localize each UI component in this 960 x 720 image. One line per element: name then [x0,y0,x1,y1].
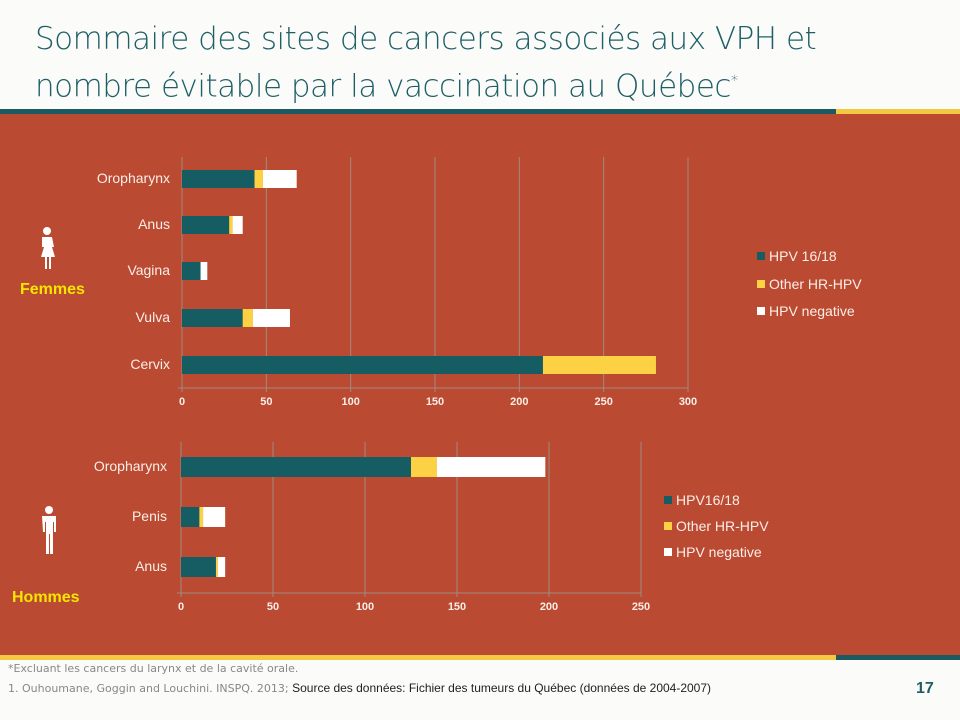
women-label: Femmes [20,281,85,298]
bar-segment [200,262,208,280]
x-tick-label: 250 [594,396,613,408]
bar-segment [232,216,243,234]
male-person-icon [42,506,56,554]
legend-label: HPV negative [676,544,762,560]
x-tick-label: 150 [425,396,445,408]
x-tick-label: 100 [341,396,360,408]
footer-divider-yellow [0,655,836,660]
x-tick-label: 100 [355,601,375,613]
legend-label: HPV 16/18 [769,248,837,264]
x-tick-label: 150 [447,601,467,613]
legend-swatch [757,280,765,288]
x-tick-label: 250 [631,601,651,613]
x-tick-label: 0 [178,396,186,408]
category-label: Anus [135,558,167,574]
category-label: Cervix [130,356,170,372]
legend-item: HPV16/18 [664,492,740,508]
category-label: Penis [131,508,167,524]
bar-segment [542,356,656,374]
chart-panel [0,114,960,655]
bar-segment [254,170,263,188]
footnote: *Excluant les cancers du larynx et de la… [8,662,299,675]
men-label: Hommes [12,589,80,606]
bar-segment [215,557,218,577]
bar-segment [229,216,233,234]
bar-segment [181,507,200,527]
x-tick-label: 50 [260,396,273,408]
legend-swatch [664,522,672,530]
legend-item: Other HR-HPV [664,518,769,534]
divider-teal [0,109,836,114]
legend-item: HPV negative [757,303,855,319]
category-label: Oropharynx [93,458,167,474]
category-label: Anus [138,216,170,232]
title-line-2: nombre évitable par la vaccination au Qu… [35,68,731,105]
legend-swatch [664,496,672,504]
bar-segment [411,457,437,477]
legend-item: HPV negative [664,544,762,560]
x-tick-label: 200 [510,396,529,408]
legend-label: Other HR-HPV [769,276,862,292]
legend-label: HPV negative [769,303,855,319]
reference: 1. Ouhoumane, Goggin and Louchini. INSPQ… [8,681,711,695]
category-label: Oropharynx [96,170,170,186]
bar-segment [181,557,216,577]
bar-segment [182,356,543,374]
reference-citation: 1. Ouhoumane, Goggin and Louchini. INSPQ… [8,682,289,695]
category-label: Vulva [135,309,170,325]
legend-label: HPV16/18 [676,492,740,508]
bar-segment [203,507,226,527]
divider-yellow [836,109,960,114]
legend-swatch [664,548,672,556]
slide-title: Sommaire des sites de cancers associés a… [35,18,817,107]
bar-segment [182,170,255,188]
legend-swatch [757,307,765,315]
x-tick-label: 0 [177,601,185,613]
x-tick-label: 50 [266,601,280,613]
legend-item: HPV 16/18 [757,248,837,264]
bar-segment [217,557,226,577]
legend-swatch [757,252,765,260]
page-number: 17 [916,680,934,697]
legend-label: Other HR-HPV [676,518,769,534]
title-line-1: Sommaire des sites de cancers associés a… [35,21,817,57]
data-source: Source des données: Fichier des tumeurs … [292,681,712,695]
bar-segment [252,309,290,327]
footer-divider-teal [836,655,960,660]
bar-segment [436,457,546,477]
bar-segment [182,262,201,280]
bar-segment [181,457,411,477]
legend-item: Other HR-HPV [757,276,862,292]
bar-segment [242,309,253,327]
x-tick-label: 300 [678,396,698,408]
female-person-icon [41,227,55,269]
bar-segment [182,216,230,234]
bar-segment [199,507,204,527]
bar-segment [262,170,297,188]
x-tick-label: 200 [539,601,559,613]
title-footnote-marker: * [730,73,738,89]
category-label: Vagina [127,262,170,278]
bar-segment [182,309,243,327]
